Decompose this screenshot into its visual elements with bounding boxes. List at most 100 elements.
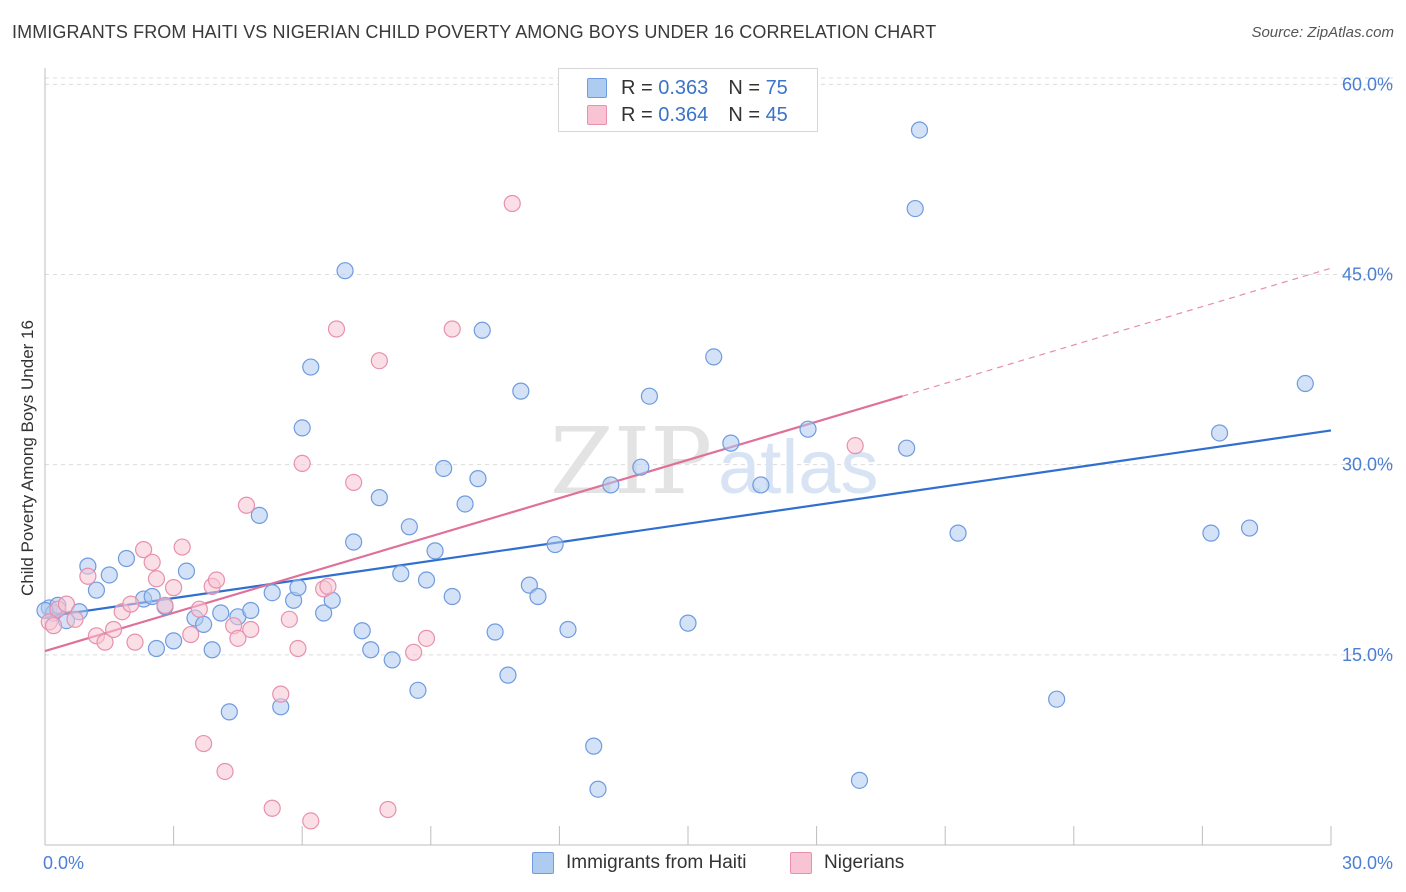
haiti-point: [1048, 690, 1066, 708]
haiti-point: [250, 506, 268, 524]
y-tick-label: 60.0%: [1342, 74, 1393, 94]
haiti-point: [906, 199, 924, 218]
haiti-point: [473, 321, 491, 339]
nigerians-point: [122, 595, 140, 613]
bottom-legend-haiti: Immigrants from Haiti: [532, 852, 747, 874]
nigerians-point: [79, 567, 97, 585]
watermark-zip: ZIP: [550, 408, 712, 515]
trendline-haiti: [44, 429, 1332, 618]
nigerians-point: [143, 553, 161, 571]
nigerians-point: [263, 799, 281, 817]
haiti-point: [345, 533, 363, 551]
nigerians-point: [182, 625, 200, 644]
x-tick-label-min: 0.0%: [43, 853, 84, 873]
bottom-legend-swatch-nigerians: [790, 852, 812, 874]
haiti-point: [850, 771, 869, 789]
haiti-point: [1202, 524, 1220, 542]
haiti-point: [469, 470, 487, 488]
haiti-point: [203, 641, 221, 659]
nigerians-point: [134, 541, 153, 559]
legend-r-label: R =: [621, 103, 653, 126]
legend-swatch-haiti: [587, 78, 607, 98]
y-tick-label: 30.0%: [1342, 455, 1393, 475]
nigerians-point: [147, 570, 166, 588]
nigerians-point: [443, 320, 461, 338]
nigerians-point: [195, 734, 213, 753]
legend-n-label: N =: [728, 76, 760, 99]
trendline-nigerians: [44, 395, 903, 653]
haiti-point: [546, 535, 564, 554]
haiti-point: [87, 581, 106, 599]
chart-title: IMMIGRANTS FROM HAITI VS NIGERIAN CHILD …: [12, 22, 937, 42]
bottom-legend-label-nigerians: Nigerians: [824, 852, 905, 873]
haiti-point: [632, 458, 650, 476]
nigerians-point: [242, 620, 260, 639]
nigerians-point: [216, 762, 234, 781]
legend-r-haiti: 0.363: [658, 76, 709, 99]
nigerians-point: [126, 633, 144, 651]
haiti-point: [400, 518, 418, 536]
nigerians-point: [173, 538, 191, 556]
gridlines: [45, 77, 1395, 656]
haiti-point: [559, 620, 577, 639]
haiti-point: [353, 622, 371, 640]
nigerians-point: [370, 352, 388, 370]
haiti-point: [512, 382, 530, 400]
axes: [44, 68, 1332, 846]
haiti-point: [212, 604, 230, 622]
haiti-point: [640, 387, 659, 405]
haiti-point: [362, 641, 380, 659]
haiti-point: [435, 459, 453, 478]
haiti-point: [100, 566, 118, 584]
haiti-point: [426, 542, 444, 560]
haiti-point: [456, 495, 474, 513]
haiti-point: [589, 780, 607, 798]
nigerians-point: [66, 610, 84, 628]
series-nigerians-points: [40, 194, 864, 830]
nigerians-point: [156, 596, 174, 614]
haiti-point: [293, 419, 311, 437]
haiti-point: [302, 358, 320, 376]
legend-r-nigerians: 0.364: [658, 103, 709, 126]
nigerians-point: [345, 473, 363, 492]
haiti-point: [177, 562, 196, 580]
haiti-point: [898, 439, 916, 457]
nigerians-point: [272, 685, 290, 703]
haiti-point: [602, 476, 620, 494]
y-tick-label: 45.0%: [1342, 265, 1393, 285]
bottom-legend-label-haiti: Immigrants from Haiti: [566, 852, 747, 873]
haiti-point: [705, 348, 723, 366]
x-tick-label-max: 30.0%: [1342, 853, 1393, 873]
source-credit: Source: ZipAtlas.com: [1251, 24, 1394, 41]
legend-r-label: R =: [621, 76, 653, 99]
legend-row-haiti: R = 0.363 N = 75: [587, 75, 788, 101]
nigerians-point: [417, 629, 436, 647]
legend-swatch-nigerians: [587, 105, 607, 125]
legend-n-haiti: 75: [765, 76, 788, 99]
nigerians-point: [165, 579, 183, 597]
nigerians-point: [280, 610, 298, 628]
nigerians-point: [237, 496, 256, 514]
nigerians-point: [289, 639, 307, 658]
nigerians-point: [229, 629, 247, 647]
haiti-point: [315, 604, 333, 622]
nigerians-point: [57, 595, 76, 613]
haiti-point: [585, 737, 603, 755]
haiti-point: [499, 666, 517, 684]
nigerians-point: [104, 620, 123, 639]
haiti-point: [529, 587, 547, 606]
haiti-point: [383, 651, 401, 669]
nigerians-point: [293, 454, 311, 473]
haiti-point: [443, 587, 461, 606]
trendline-nigerians-extension: [902, 267, 1332, 397]
haiti-point: [1296, 374, 1314, 393]
haiti-point: [752, 476, 770, 494]
haiti-point: [417, 571, 436, 589]
legend-n-nigerians: 45: [765, 103, 788, 126]
trend-lines: [44, 267, 1332, 653]
nigerians-point: [846, 437, 864, 455]
haiti-point: [1210, 424, 1229, 442]
nigerians-point: [207, 571, 226, 589]
haiti-point: [370, 489, 388, 507]
